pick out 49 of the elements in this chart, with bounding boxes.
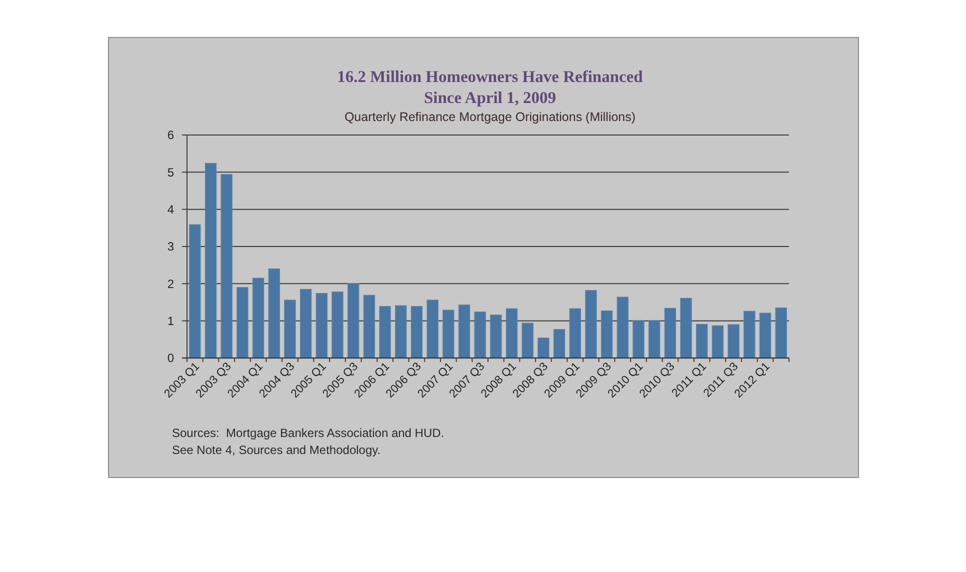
chart-title: 16.2 Million Homeowners Have Refinanced Since April 1, 2009	[337, 67, 643, 107]
bar	[332, 292, 344, 358]
bar	[189, 224, 201, 358]
chart-subtitle: Quarterly Refinance Mortgage Originations (Millions)	[344, 110, 636, 124]
y-tick-label: 0	[167, 351, 174, 366]
bar	[395, 305, 407, 358]
bar	[632, 320, 644, 358]
bar	[284, 300, 296, 358]
y-tick-label: 4	[167, 202, 174, 217]
bar	[696, 324, 708, 358]
y-tick-label: 3	[167, 240, 174, 254]
bar	[442, 310, 454, 358]
bar	[728, 324, 740, 358]
bar	[252, 278, 264, 358]
bar	[300, 288, 312, 358]
bar	[759, 312, 772, 358]
text: See Note 4, Sources and Methodology.	[172, 443, 381, 457]
bar	[680, 298, 692, 358]
bar	[744, 310, 756, 358]
bar	[775, 308, 787, 358]
bar	[616, 296, 629, 358]
bar	[236, 287, 248, 358]
bar	[600, 310, 613, 358]
bar	[585, 290, 597, 358]
bar	[363, 294, 376, 358]
bar	[474, 312, 486, 358]
bar	[379, 306, 391, 358]
bar	[712, 325, 724, 358]
bar	[648, 320, 660, 358]
bar	[506, 308, 518, 358]
y-tick-label: 6	[167, 128, 174, 142]
bar	[426, 300, 438, 358]
bar	[664, 308, 676, 358]
bar	[490, 314, 502, 358]
bar	[522, 322, 534, 358]
bar	[410, 306, 423, 358]
bar	[220, 174, 232, 358]
bar	[204, 162, 217, 358]
bar	[458, 304, 470, 358]
y-tick-label: 1	[167, 314, 174, 328]
y-tick-label: 5	[167, 165, 174, 180]
source-note: Sources: Mortgage Bankers Association and HUD.	[172, 426, 444, 440]
bar	[553, 329, 566, 358]
bar	[268, 268, 280, 358]
bar	[316, 293, 328, 358]
y-tick-label: 2	[167, 276, 174, 291]
bar	[569, 308, 581, 358]
bar	[347, 282, 360, 358]
bar	[538, 338, 550, 358]
